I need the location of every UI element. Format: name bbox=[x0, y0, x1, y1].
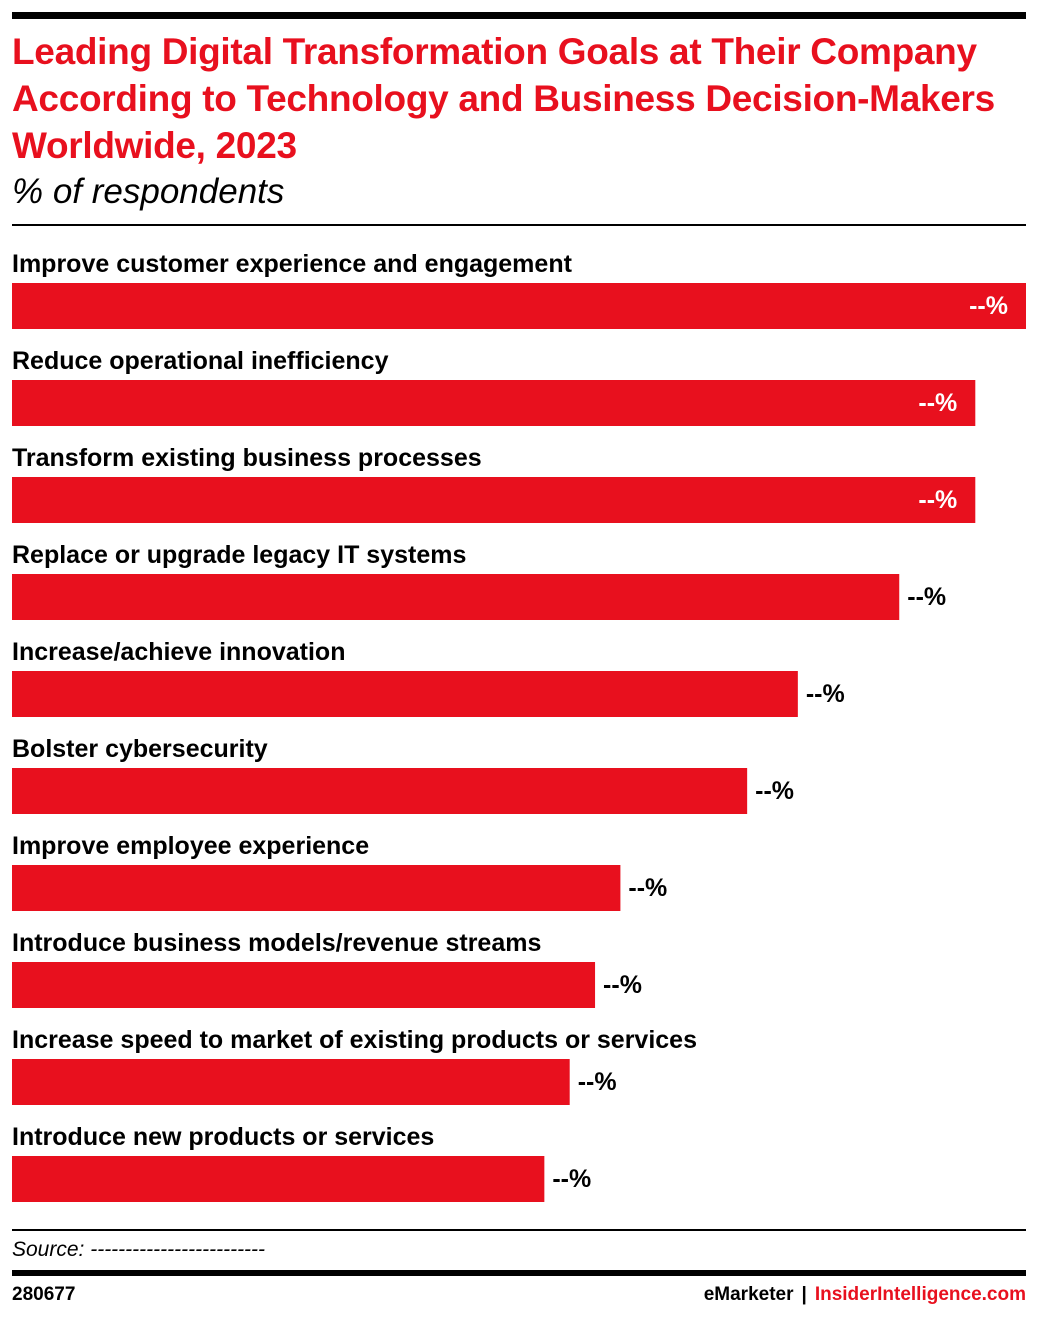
bar bbox=[12, 671, 798, 717]
data-label: --% bbox=[603, 971, 642, 999]
chart-subtitle: % of respondents bbox=[12, 172, 285, 211]
category-label: Increase speed to market of existing pro… bbox=[12, 1026, 697, 1054]
header-divider bbox=[12, 224, 1026, 226]
bar bbox=[12, 477, 976, 523]
bar bbox=[12, 962, 596, 1008]
bar bbox=[12, 1059, 570, 1105]
category-label: Improve customer experience and engageme… bbox=[12, 250, 573, 278]
data-label: --% bbox=[806, 680, 845, 708]
category-label: Reduce operational inefficiency bbox=[12, 347, 389, 375]
category-label: Introduce new products or services bbox=[12, 1123, 434, 1151]
bar bbox=[12, 574, 900, 620]
chart-title: Leading Digital Transformation Goals at … bbox=[12, 31, 995, 166]
footer-divider bbox=[12, 1229, 1026, 1231]
bar bbox=[12, 380, 976, 426]
bar bbox=[12, 283, 1026, 329]
source-note: Source: ------------------------- bbox=[12, 1238, 266, 1261]
brand-separator: | bbox=[801, 1284, 807, 1305]
data-label: --% bbox=[628, 874, 667, 902]
data-label: --% bbox=[907, 583, 946, 611]
data-label: --% bbox=[552, 1165, 591, 1193]
data-label: --% bbox=[578, 1068, 617, 1096]
category-label: Transform existing business processes bbox=[12, 444, 482, 472]
data-label: --% bbox=[755, 777, 794, 805]
data-label: --% bbox=[918, 486, 957, 514]
emarketer-brand: eMarketer bbox=[703, 1284, 794, 1305]
category-label: Replace or upgrade legacy IT systems bbox=[12, 541, 466, 569]
data-label: --% bbox=[969, 292, 1008, 320]
bar bbox=[12, 865, 621, 911]
category-label: Improve employee experience bbox=[12, 832, 369, 860]
brand-footer: eMarketer | InsiderIntelligence.com bbox=[704, 1284, 1026, 1306]
top-border bbox=[12, 12, 1026, 19]
category-label: Increase/achieve innovation bbox=[12, 638, 345, 666]
insider-intelligence-link[interactable]: InsiderIntelligence.com bbox=[814, 1284, 1026, 1305]
bar bbox=[12, 1156, 545, 1202]
bottom-border bbox=[12, 1270, 1026, 1276]
category-label: Bolster cybersecurity bbox=[12, 735, 268, 763]
bar bbox=[12, 768, 748, 814]
chart-id: 280677 bbox=[12, 1284, 76, 1305]
category-label: Introduce business models/revenue stream… bbox=[12, 929, 541, 957]
data-label: --% bbox=[918, 389, 957, 417]
